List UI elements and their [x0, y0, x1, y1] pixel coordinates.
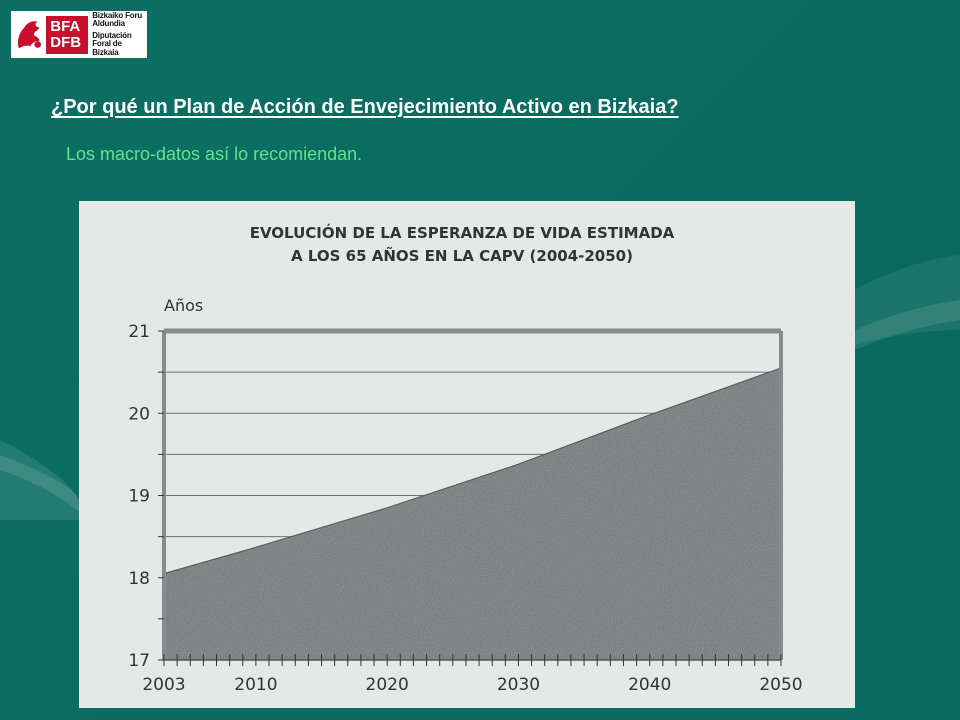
- x-tick-label: 2020: [366, 675, 409, 695]
- y-axis-label: Años: [164, 296, 203, 315]
- y-tick-label: 18: [128, 569, 150, 589]
- chart-title-line-1: EVOLUCIÓN DE LA ESPERANZA DE VIDA ESTIMA…: [250, 223, 675, 242]
- logo-line-4: Foral de Bizkaia: [92, 39, 122, 57]
- x-tick-label: 2030: [497, 675, 540, 695]
- logo-line-3: Diputación: [92, 30, 132, 40]
- logo-letters-top: BFA: [50, 17, 81, 35]
- logo-line-1: Bizkaiko Foru: [92, 10, 143, 20]
- y-tick-label: 17: [128, 651, 150, 671]
- logo-letters: BFA DFB: [46, 15, 89, 54]
- x-tick-label: 2003: [142, 675, 185, 695]
- area-series-edge: [163, 367, 782, 575]
- oak-leaf-icon: [17, 20, 41, 48]
- logo-text: Bizkaiko Foru Aldundia Diputación Foral …: [92, 10, 147, 58]
- y-tick-label: 19: [128, 487, 150, 507]
- x-tick-label: 2010: [234, 675, 277, 695]
- logo-line-2: Aldundia: [92, 19, 125, 29]
- x-tick-label: 2050: [759, 675, 802, 695]
- y-tick-label: 20: [128, 404, 150, 424]
- chart-card: EVOLUCIÓN DE LA ESPERANZA DE VIDA ESTIMA…: [79, 201, 855, 708]
- y-tick-label: 21: [128, 322, 150, 342]
- x-axis-ticks: 2003 2010 2020 2030 2040 2050: [142, 654, 803, 695]
- life-expectancy-chart: EVOLUCIÓN DE LA ESPERANZA DE VIDA ESTIMA…: [128, 223, 803, 695]
- logo: BFA DFB Bizkaiko Foru Aldundia Diputació…: [11, 11, 147, 58]
- x-tick-label: 2040: [628, 675, 671, 695]
- y-axis-ticks: 17 18 19 20 21: [128, 322, 164, 671]
- area-series: [164, 368, 781, 660]
- logo-letters-bottom: DFB: [50, 33, 82, 51]
- chart-title-line-2: A LOS 65 AÑOS EN LA CAPV (2004-2050): [291, 246, 633, 265]
- page-subtitle: Los macro-datos así lo recomiendan.: [66, 144, 363, 164]
- page-title: ¿Por qué un Plan de Acción de Envejecimi…: [51, 96, 679, 118]
